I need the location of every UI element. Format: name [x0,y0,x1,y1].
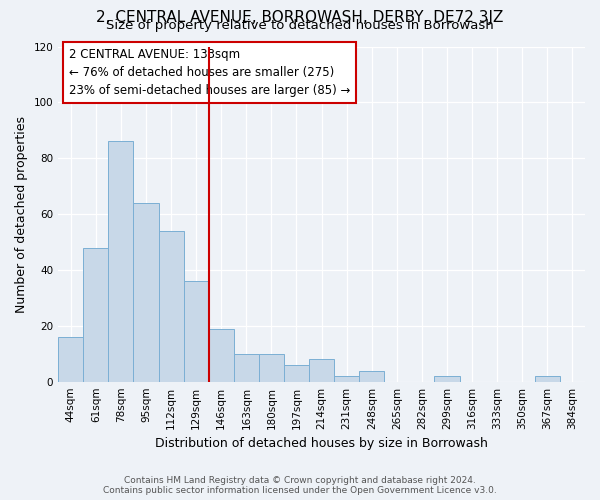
Y-axis label: Number of detached properties: Number of detached properties [15,116,28,312]
Bar [434,376,460,382]
Bar [58,337,83,382]
Text: Size of property relative to detached houses in Borrowash: Size of property relative to detached ho… [106,19,494,32]
Bar [109,142,133,382]
Text: 2 CENTRAL AVENUE: 133sqm
← 76% of detached houses are smaller (275)
23% of semi-: 2 CENTRAL AVENUE: 133sqm ← 76% of detach… [69,48,350,97]
Bar [359,370,385,382]
Bar [209,328,234,382]
Bar [259,354,284,382]
Text: 2, CENTRAL AVENUE, BORROWASH, DERBY, DE72 3JZ: 2, CENTRAL AVENUE, BORROWASH, DERBY, DE7… [97,10,503,25]
Bar [234,354,259,382]
Bar [184,281,209,382]
Bar [535,376,560,382]
Bar [334,376,359,382]
Bar [133,203,158,382]
X-axis label: Distribution of detached houses by size in Borrowash: Distribution of detached houses by size … [155,437,488,450]
Text: Contains HM Land Registry data © Crown copyright and database right 2024.
Contai: Contains HM Land Registry data © Crown c… [103,476,497,495]
Bar [83,248,109,382]
Bar [284,365,309,382]
Bar [309,360,334,382]
Bar [158,231,184,382]
